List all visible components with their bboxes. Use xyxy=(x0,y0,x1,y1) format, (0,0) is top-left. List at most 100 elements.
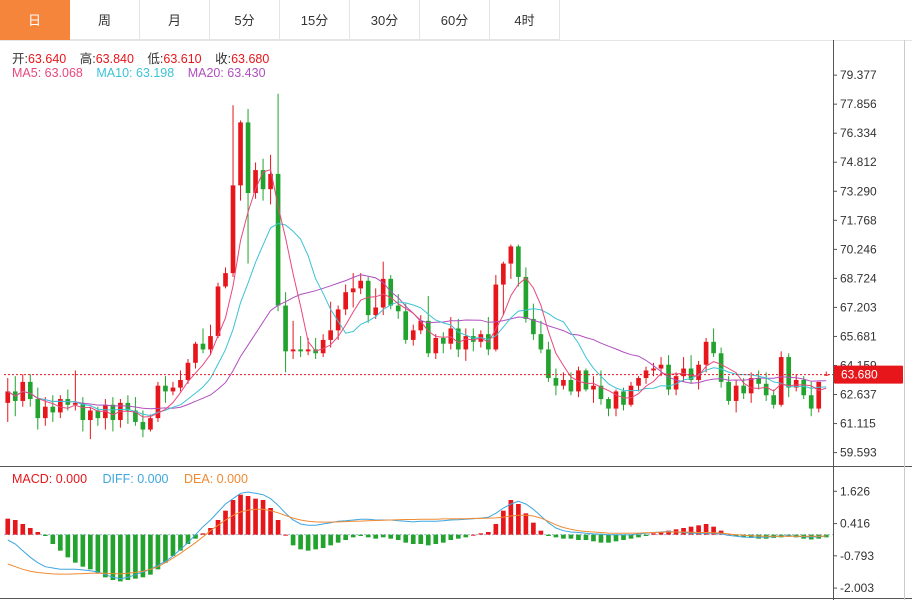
macd-bar xyxy=(350,534,356,538)
macd-bar xyxy=(245,496,251,535)
macd-bar xyxy=(163,534,168,563)
candle-body xyxy=(733,385,739,401)
candle xyxy=(771,389,777,409)
macd-bar xyxy=(148,534,153,575)
candle xyxy=(636,376,641,392)
candle-body xyxy=(433,337,439,354)
macd-bar xyxy=(193,534,198,539)
tab-30min[interactable]: 30分 xyxy=(350,0,420,40)
candle xyxy=(531,303,536,340)
candle-body xyxy=(816,381,822,409)
tab-day[interactable]: 日 xyxy=(0,0,70,40)
candle-body xyxy=(748,378,754,394)
tab-15min[interactable]: 15分 xyxy=(280,0,350,40)
candle-body xyxy=(260,170,266,190)
candle xyxy=(238,120,243,201)
tab-month[interactable]: 月 xyxy=(140,0,210,40)
candle-body xyxy=(756,378,761,384)
macd-bar xyxy=(501,510,506,535)
candlesticks xyxy=(5,93,829,440)
macd-bar xyxy=(80,534,86,567)
candle xyxy=(103,399,108,430)
macd-bar xyxy=(50,534,56,544)
macd-bar xyxy=(260,500,266,535)
macd-bar xyxy=(313,534,318,550)
candle-body xyxy=(268,173,273,190)
diff-line xyxy=(7,491,827,580)
price-tick-label: 67.203 xyxy=(840,300,877,314)
candle-body xyxy=(553,378,559,386)
candle-body xyxy=(771,395,777,405)
tab-60min[interactable]: 60分 xyxy=(420,0,490,40)
candle xyxy=(493,275,499,352)
macd-bar xyxy=(185,534,191,544)
ma-legend: MA5: 63.068 MA10: 63.198 MA20: 63.430 xyxy=(12,66,276,80)
macd-bar xyxy=(455,534,461,539)
candle-body xyxy=(140,421,146,430)
price-tick-label: 68.724 xyxy=(840,271,877,285)
macd-bar xyxy=(230,500,236,535)
tab-5min[interactable]: 5分 xyxy=(210,0,280,40)
macd-tick-label: 0.416 xyxy=(840,517,870,531)
candle xyxy=(523,267,529,323)
macd-bar xyxy=(223,510,228,535)
ma10-legend: MA10: 63.198 xyxy=(96,66,175,80)
low-value: 63.610 xyxy=(163,52,202,66)
candle xyxy=(808,381,814,417)
candle xyxy=(763,372,769,401)
macd-bar xyxy=(125,534,131,580)
candle-body xyxy=(606,399,611,409)
price-tick-label: 70.246 xyxy=(840,242,877,256)
ma20-line xyxy=(7,274,827,410)
macd-bar xyxy=(636,534,641,538)
tab-4h[interactable]: 4时 xyxy=(490,0,560,40)
macd-tick-label: -0.793 xyxy=(840,549,874,563)
macd-bar xyxy=(343,534,348,540)
candle-body xyxy=(230,185,236,274)
candle xyxy=(140,410,146,438)
candle xyxy=(268,154,273,205)
open-value: 63.640 xyxy=(27,52,67,66)
candle xyxy=(320,334,326,358)
macd-bar xyxy=(200,533,206,535)
candle-body xyxy=(335,309,341,331)
high-value: 63.840 xyxy=(95,52,134,66)
candle xyxy=(290,320,296,359)
candle xyxy=(418,315,424,335)
candle-body xyxy=(463,336,469,350)
candle-body xyxy=(561,379,566,386)
candle xyxy=(568,372,574,396)
macd-bar xyxy=(298,534,303,550)
macd-bar xyxy=(328,534,333,546)
candle-body xyxy=(410,330,416,340)
candle-body xyxy=(80,402,86,421)
macd-bar xyxy=(365,534,371,538)
macd-bar xyxy=(606,534,611,543)
macd-bar xyxy=(12,520,18,535)
candle xyxy=(643,366,649,384)
candle xyxy=(170,381,176,396)
macd-bar xyxy=(478,533,484,535)
candle-body xyxy=(741,385,746,394)
candle xyxy=(298,336,303,358)
candle xyxy=(823,371,829,376)
candle-body xyxy=(583,370,589,390)
candle-body xyxy=(148,418,153,430)
candle-body xyxy=(801,379,807,396)
macd-bar xyxy=(358,534,364,536)
candle-body xyxy=(365,280,371,316)
macd-bar xyxy=(703,524,709,535)
candle xyxy=(350,273,356,308)
candle xyxy=(373,288,379,319)
tab-week[interactable]: 周 xyxy=(70,0,140,40)
candle xyxy=(651,362,656,377)
candle-body xyxy=(808,395,814,409)
candle xyxy=(193,341,198,369)
macd-bar xyxy=(215,520,221,535)
candle xyxy=(516,244,521,287)
macd-bar xyxy=(410,534,416,544)
candle xyxy=(365,276,371,323)
macd-legend: MACD: 0.000 DIFF: 0.000 DEA: 0.000 xyxy=(12,472,260,486)
candle-body xyxy=(793,379,799,388)
